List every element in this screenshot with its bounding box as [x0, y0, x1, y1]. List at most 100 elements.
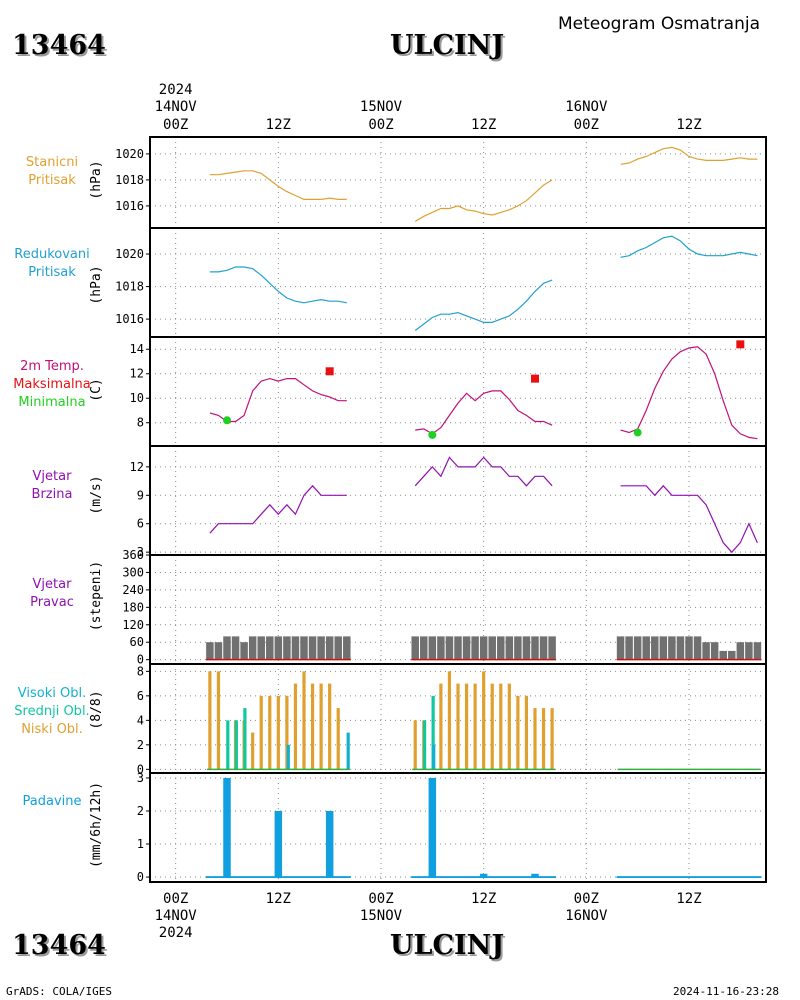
panel-wind_speed-frame [149, 445, 767, 556]
wind-dir-bar [206, 642, 214, 660]
date-label-top: 15NOV [360, 99, 403, 115]
cloud-low-bar [285, 695, 289, 770]
time-tick-top: 12Z [266, 117, 291, 133]
year-label-bottom: 2024 [159, 925, 193, 941]
wind-dir-bar [274, 636, 283, 660]
cloud-low-bar [524, 695, 529, 770]
time-tick-bottom: 00Z [368, 891, 393, 907]
panel-temperature-line [209, 377, 347, 423]
panel-wind_direction-ytick-label: 60 [130, 635, 144, 649]
wind-dir-bar [420, 636, 428, 660]
panel-temperature-ytick-label: 8 [137, 416, 144, 430]
panel-reduced_pressure-ytick-label: 1016 [115, 312, 144, 326]
precip-bar [531, 873, 539, 879]
panel-wind_speed-ytick-label: 12 [130, 460, 144, 474]
cloud-low-bar [456, 683, 460, 770]
cloud-low-bar [328, 683, 332, 770]
wind-dir-bar [702, 642, 710, 660]
wind-dir-bar [214, 642, 223, 660]
panel-station_pressure-ytick-label: 1016 [115, 199, 144, 213]
cloud-low-bar [293, 683, 298, 770]
panel-wind_speed-label: Vjetar [33, 469, 73, 484]
wind-dir-bar [710, 642, 719, 660]
panel-precipitation-ylabel: (mm/6h/12h) [89, 782, 104, 868]
cloud-low-bar [447, 671, 452, 770]
credit-text: GrADS: COLA/IGES [6, 985, 112, 998]
panel-station_pressure-ylabel: (hPa) [89, 160, 104, 199]
time-tick-bottom: 12Z [471, 891, 496, 907]
wind-dir-bar [300, 636, 308, 660]
precip-bar [479, 873, 488, 879]
cloud-low-bar [336, 708, 340, 770]
panel-wind_speed-ytick-label: 9 [137, 488, 144, 502]
panel-wind_speed-ylabel: (m/s) [89, 475, 104, 514]
time-tick-bottom: 12Z [676, 891, 701, 907]
precip-bar [223, 777, 231, 879]
wind-dir-bar [266, 636, 274, 660]
panel-reduced_pressure-frame [149, 227, 767, 338]
panel-wind_direction-ytick-label: 360 [122, 548, 144, 562]
wind-dir-bar [616, 636, 625, 660]
tmax-marker [736, 340, 745, 349]
time-tick-bottom: 12Z [266, 891, 291, 907]
wind-dir-bar [411, 636, 419, 660]
panel-wind_direction-label: Vjetar [33, 577, 73, 592]
panel-wind_direction-ytick-label: 120 [122, 618, 144, 632]
panel-reduced_pressure-ytick-label: 1018 [115, 280, 144, 294]
wind-dir-bar [445, 636, 454, 660]
panel-clouds-ylabel: (8/8) [89, 690, 104, 729]
wind-dir-bar [317, 636, 325, 660]
wind-dir-bar [488, 636, 496, 660]
panel-reduced_pressure-line [414, 279, 553, 331]
wind-dir-bar [248, 636, 257, 660]
panel-wind_speed-label: Brzina [32, 487, 73, 502]
cloud-low-bar [464, 683, 469, 770]
panel-precipitation-ytick-label: 2 [137, 804, 144, 818]
wind-dir-bar [240, 642, 248, 660]
time-tick-top: 12Z [471, 117, 496, 133]
cloud-low-bar [499, 683, 503, 770]
tmax-marker [325, 367, 334, 376]
panel-reduced_pressure-line [620, 235, 758, 258]
panel-wind_speed-line [414, 456, 553, 487]
time-tick-top: 12Z [676, 117, 701, 133]
wind-dir-bar [668, 636, 676, 660]
wind-dir-bar [428, 636, 437, 660]
panel-wind_direction-ytick-label: 300 [122, 565, 144, 579]
cloud-low-bar [216, 671, 221, 770]
panel-precipitation-label: Padavine [23, 794, 82, 809]
panel-reduced_pressure-ylabel: (hPa) [89, 265, 104, 304]
precip-bar [428, 777, 437, 879]
panel-clouds-label: Niski Obl. [21, 722, 83, 737]
wind-dir-bar [257, 636, 265, 660]
wind-dir-bar [531, 636, 539, 660]
wind-dir-bar [343, 636, 351, 660]
panel-wind_direction-ytick-label: 180 [122, 600, 144, 614]
panel-clouds-label: Srednji Obl. [14, 704, 89, 719]
date-label-bottom: 16NOV [565, 908, 608, 924]
date-label-top: 16NOV [565, 99, 608, 115]
cloud-high-bar [346, 732, 350, 770]
panel-station_pressure-line [620, 146, 758, 165]
cloud-low-bar [310, 683, 315, 770]
cloud-mid-bar [243, 708, 247, 770]
wind-dir-bar [693, 636, 702, 660]
wind-dir-bar [505, 636, 514, 660]
cloud-low-bar [490, 683, 494, 770]
panel-clouds-ytick-label: 2 [137, 738, 144, 752]
wind-dir-bar [497, 636, 505, 660]
cloud-low-bar [319, 683, 323, 770]
date-label-top: 14NOV [155, 99, 198, 115]
panel-precipitation-frame [149, 772, 767, 883]
time-tick-bottom: 00Z [163, 891, 188, 907]
wind-dir-bar [676, 636, 685, 660]
cloud-low-bar [268, 695, 272, 770]
panel-temperature-line [415, 390, 553, 435]
panel-clouds-ytick-label: 0 [137, 762, 144, 776]
panel-wind_direction-label: Pravac [30, 595, 74, 610]
cloud-mid-bar [431, 695, 435, 770]
station-id-top: 13464 [12, 30, 106, 61]
cloud-low-bar [550, 708, 554, 770]
panel-reduced_pressure-label: Pritisak [28, 265, 76, 280]
wind-dir-bar [325, 636, 334, 660]
